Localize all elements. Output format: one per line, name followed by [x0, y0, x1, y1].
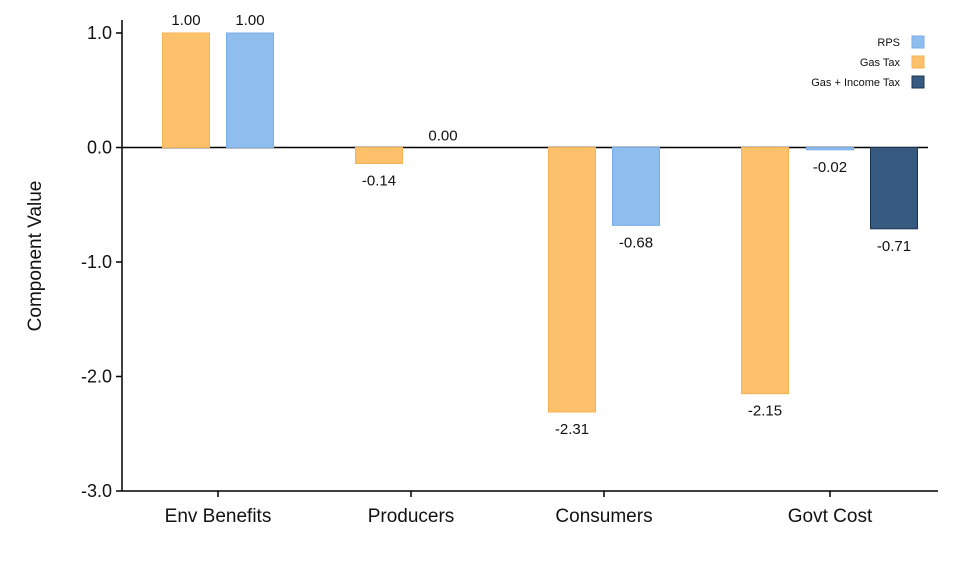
- bar-gas-tax-consumers: [548, 147, 596, 413]
- bar-rps-govt-cost: [806, 147, 854, 151]
- x-tick-label-env-benefits: Env Benefits: [165, 506, 272, 527]
- x-tick-label-govt-cost: Govt Cost: [788, 506, 873, 527]
- legend-swatch-gas-income-tax: [911, 75, 925, 89]
- data-label-rps-producers: 0.00: [428, 128, 457, 145]
- y-tick-label: -3.0: [81, 481, 112, 501]
- x-tick-label-producers: Producers: [368, 506, 455, 527]
- data-label-rps-env-benefits: 1.00: [235, 12, 264, 29]
- data-label-gas-tax-govt-cost: -2.15: [748, 403, 782, 420]
- data-label-rps-govt-cost: -0.02: [813, 159, 847, 176]
- bar-rps-env-benefits: [226, 32, 274, 148]
- data-label-rps-consumers: -0.68: [619, 234, 653, 251]
- bar-gas-tax-govt-cost: [741, 147, 789, 395]
- data-label-gas-tax-producers: -0.14: [362, 173, 396, 190]
- bar-gas-income-tax-govt-cost: [870, 147, 918, 230]
- y-tick-label: -2.0: [81, 367, 112, 387]
- y-tick-label: 1.0: [87, 23, 112, 43]
- x-tick-label-consumers: Consumers: [555, 506, 652, 527]
- legend-label-rps: RPS: [877, 37, 900, 49]
- y-tick-label: -1.0: [81, 252, 112, 272]
- bar-gas-tax-env-benefits: [162, 32, 210, 148]
- y-tick-label: 0.0: [87, 138, 112, 158]
- data-labels: -0.14 -2.31 -2.15 1.00 0.00 -0.68 -0.02 -0.71 1.…: [171, 12, 911, 438]
- bars: [162, 32, 918, 413]
- legend-swatch-gas-tax: [911, 55, 925, 69]
- legend-label-gas-tax: Gas Tax: [860, 57, 901, 69]
- bar-rps-consumers: [612, 147, 660, 226]
- data-label-gas-tax-env-benefits: 1.00: [171, 12, 200, 29]
- data-label-gas-tax-consumers: -2.31: [555, 421, 589, 438]
- legend: RPS Gas Tax Gas + Income Tax: [811, 35, 925, 89]
- bar-gas-tax-producers: [355, 147, 403, 165]
- legend-label-gas-income-tax: Gas + Income Tax: [811, 77, 900, 89]
- legend-swatch-rps: [911, 35, 925, 49]
- data-label-gas-income-tax-govt-cost: -0.71: [877, 238, 911, 255]
- y-axis-label: Component Value: [25, 181, 46, 332]
